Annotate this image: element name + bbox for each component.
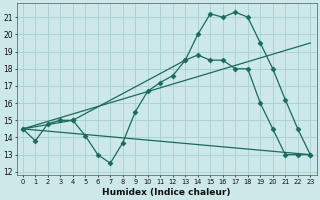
X-axis label: Humidex (Indice chaleur): Humidex (Indice chaleur) [102, 188, 231, 197]
